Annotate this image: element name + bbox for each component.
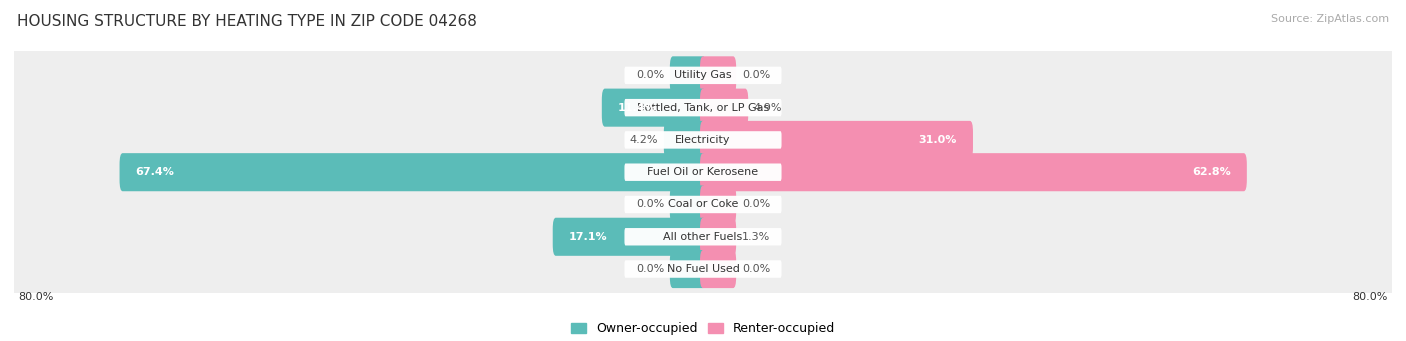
FancyBboxPatch shape [624, 228, 782, 246]
Text: Source: ZipAtlas.com: Source: ZipAtlas.com [1271, 14, 1389, 24]
Text: 17.1%: 17.1% [568, 232, 607, 242]
Text: 62.8%: 62.8% [1192, 167, 1230, 177]
Text: 80.0%: 80.0% [1353, 292, 1388, 302]
FancyBboxPatch shape [553, 218, 706, 256]
FancyBboxPatch shape [700, 56, 737, 94]
Text: 11.4%: 11.4% [617, 103, 657, 113]
FancyBboxPatch shape [700, 250, 737, 288]
Text: 4.2%: 4.2% [630, 135, 658, 145]
FancyBboxPatch shape [10, 134, 1396, 211]
Text: 80.0%: 80.0% [18, 292, 53, 302]
Text: 0.0%: 0.0% [636, 199, 664, 209]
FancyBboxPatch shape [669, 186, 706, 224]
Text: Electricity: Electricity [675, 135, 731, 145]
FancyBboxPatch shape [700, 121, 973, 159]
FancyBboxPatch shape [664, 121, 706, 159]
FancyBboxPatch shape [624, 196, 782, 213]
FancyBboxPatch shape [624, 99, 782, 116]
FancyBboxPatch shape [669, 56, 706, 94]
FancyBboxPatch shape [10, 166, 1396, 243]
FancyBboxPatch shape [10, 231, 1396, 308]
FancyBboxPatch shape [10, 102, 1396, 178]
FancyBboxPatch shape [700, 89, 748, 127]
FancyBboxPatch shape [624, 66, 782, 84]
Text: 1.3%: 1.3% [742, 232, 770, 242]
Text: HOUSING STRUCTURE BY HEATING TYPE IN ZIP CODE 04268: HOUSING STRUCTURE BY HEATING TYPE IN ZIP… [17, 14, 477, 29]
FancyBboxPatch shape [10, 69, 1396, 146]
FancyBboxPatch shape [10, 198, 1396, 275]
FancyBboxPatch shape [624, 163, 782, 181]
FancyBboxPatch shape [120, 153, 706, 191]
Text: 0.0%: 0.0% [742, 199, 770, 209]
Text: 0.0%: 0.0% [742, 70, 770, 80]
FancyBboxPatch shape [602, 89, 706, 127]
Text: No Fuel Used: No Fuel Used [666, 264, 740, 274]
FancyBboxPatch shape [624, 260, 782, 278]
Legend: Owner-occupied, Renter-occupied: Owner-occupied, Renter-occupied [567, 317, 839, 340]
FancyBboxPatch shape [700, 153, 1247, 191]
Text: 0.0%: 0.0% [742, 264, 770, 274]
FancyBboxPatch shape [700, 218, 737, 256]
Text: 4.9%: 4.9% [754, 103, 782, 113]
Text: All other Fuels: All other Fuels [664, 232, 742, 242]
Text: Bottled, Tank, or LP Gas: Bottled, Tank, or LP Gas [637, 103, 769, 113]
FancyBboxPatch shape [700, 186, 737, 224]
Text: Utility Gas: Utility Gas [675, 70, 731, 80]
FancyBboxPatch shape [10, 37, 1396, 114]
Text: 67.4%: 67.4% [135, 167, 174, 177]
Text: 31.0%: 31.0% [918, 135, 957, 145]
FancyBboxPatch shape [669, 250, 706, 288]
Text: Fuel Oil or Kerosene: Fuel Oil or Kerosene [647, 167, 759, 177]
Text: Coal or Coke: Coal or Coke [668, 199, 738, 209]
Text: 0.0%: 0.0% [636, 70, 664, 80]
FancyBboxPatch shape [624, 131, 782, 149]
Text: 0.0%: 0.0% [636, 264, 664, 274]
